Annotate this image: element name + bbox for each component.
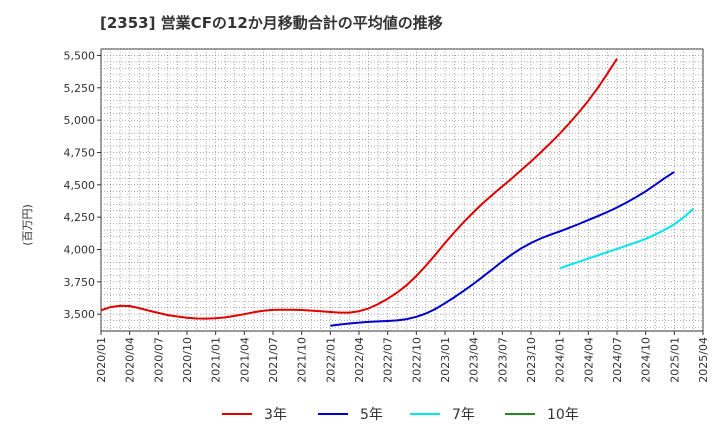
x-tick-label: 2025/04 [697,337,710,383]
axes-layer: 3,500 3,750 4,000 4,250 4,500 4,750 5,000 5,250… [64,49,711,382]
x-tick-label: 2023/04 [468,337,481,383]
x-tick-label: 2020/04 [124,337,137,383]
legend-label: 10年 [547,407,579,423]
y-tick-label: 5,250 [64,82,96,95]
y-tick-label: 4,500 [64,179,96,192]
x-tick-label: 2021/07 [267,337,280,383]
x-tick-label: 2022/10 [410,337,423,383]
series-line-3年 [100,58,618,320]
y-tick-label: 3,750 [64,276,96,289]
x-tick-label: 2023/01 [439,337,452,383]
y-tick-label: 3,500 [64,308,96,321]
y-tick-label: 5,500 [64,49,96,62]
x-tick-label: 2020/07 [152,337,165,383]
x-tick-label: 2020/10 [181,337,194,383]
series-line-7年 [559,208,695,270]
x-tick-label: 2022/01 [324,337,337,383]
x-tick-label: 2023/07 [496,337,509,383]
y-tick-label: 4,750 [64,146,96,159]
x-tick-label: 2024/07 [611,337,624,383]
x-tick-label: 2021/04 [238,337,251,383]
series-layer [100,58,695,327]
y-tick-label: 5,000 [64,114,96,127]
legend-label: 5年 [360,407,383,423]
x-tick-label: 2025/01 [668,337,681,383]
y-tick-label: 4,250 [64,211,96,224]
x-tick-label: 2024/01 [554,337,567,383]
x-tick-label: 2020/01 [95,337,108,383]
series-line-5年 [330,171,675,327]
x-tick-label: 2021/01 [210,337,223,383]
legend-label: 7年 [452,407,475,423]
x-tick-label: 2024/10 [640,337,653,383]
legend-label: 3年 [264,407,287,423]
x-tick-label: 2022/04 [353,337,366,383]
grid-layer [100,48,704,332]
chart-title: [2353] 営業CFの12か月移動合計の平均値の推移 [100,14,443,32]
x-tick-label: 2024/04 [582,337,595,383]
x-tick-label: 2021/10 [296,337,309,383]
x-tick-label: 2023/10 [525,337,538,383]
y-tick-label: 4,000 [64,244,96,257]
legend: 3年 5年 7年 10年 [222,407,579,423]
x-tick-label: 2022/07 [382,337,395,383]
